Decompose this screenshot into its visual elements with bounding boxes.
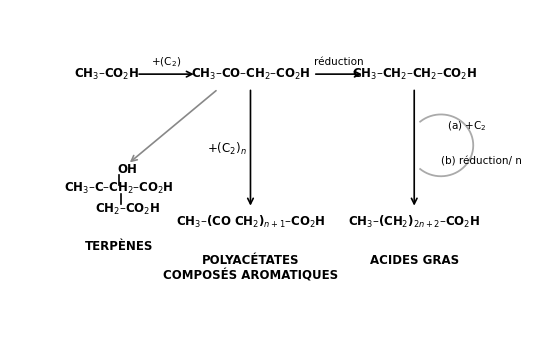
Text: +(C$_2$)$_n$: +(C$_2$)$_n$ <box>207 141 247 157</box>
Text: TERPÈNES: TERPÈNES <box>85 240 153 253</box>
Text: CH$_2$–CO$_2$H: CH$_2$–CO$_2$H <box>95 202 160 217</box>
Text: CH$_3$–(CH$_2$)$_{2n+2}$–CO$_2$H: CH$_3$–(CH$_2$)$_{2n+2}$–CO$_2$H <box>348 214 480 230</box>
Text: CH$_3$–C–CH$_2$–CO$_2$H: CH$_3$–C–CH$_2$–CO$_2$H <box>64 181 174 196</box>
Text: CH$_3$–CH$_2$–CH$_2$–CO$_2$H: CH$_3$–CH$_2$–CH$_2$–CO$_2$H <box>351 67 477 82</box>
Text: CH$_3$–(CO CH$_2$)$_{n+1}$–CO$_2$H: CH$_3$–(CO CH$_2$)$_{n+1}$–CO$_2$H <box>176 214 325 230</box>
Text: +(C$_2$): +(C$_2$) <box>151 55 181 69</box>
Text: ACIDES GRAS: ACIDES GRAS <box>370 254 459 267</box>
Text: POLYACÉTATES: POLYACÉTATES <box>202 254 299 267</box>
Text: (a) +C$_2$: (a) +C$_2$ <box>446 120 486 133</box>
Text: OH: OH <box>117 163 137 176</box>
Text: CH$_3$–CO$_2$H: CH$_3$–CO$_2$H <box>73 67 138 82</box>
Text: COMPOSÉS AROMATIQUES: COMPOSÉS AROMATIQUES <box>163 269 338 282</box>
Text: CH$_3$–CO–CH$_2$–CO$_2$H: CH$_3$–CO–CH$_2$–CO$_2$H <box>191 67 310 82</box>
Text: réduction: réduction <box>314 57 364 67</box>
Text: (b) réduction/ n: (b) réduction/ n <box>441 156 522 166</box>
